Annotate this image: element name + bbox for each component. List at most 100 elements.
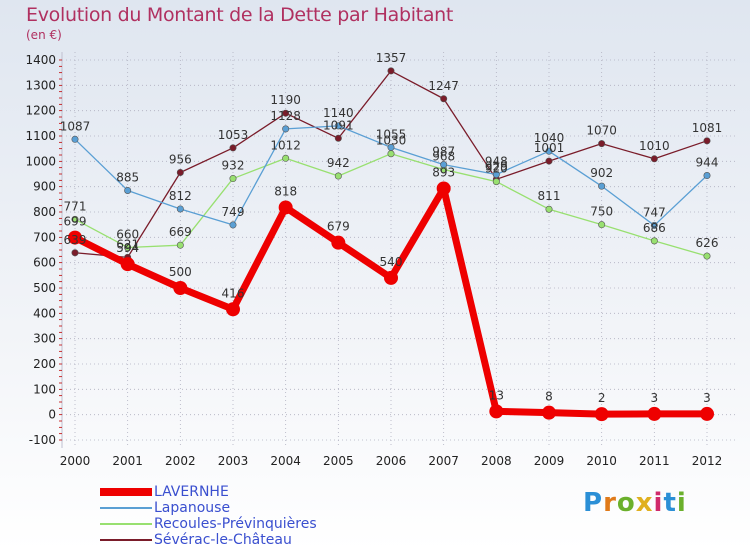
data-label: 1081	[692, 121, 723, 135]
data-label: 540	[380, 255, 403, 269]
y-tick-label: 1200	[25, 104, 56, 118]
x-tick-label: 2012	[692, 454, 723, 468]
data-point	[331, 235, 346, 250]
data-label: 3	[703, 391, 711, 405]
data-label: 621	[116, 237, 139, 251]
legend-swatch	[100, 507, 152, 509]
data-point	[387, 143, 395, 151]
y-tick-label: -100	[29, 433, 56, 447]
data-point	[229, 221, 237, 229]
data-point	[124, 186, 132, 194]
y-tick-label: 600	[33, 256, 56, 270]
data-label: 944	[696, 156, 719, 170]
series-lines	[68, 67, 714, 422]
data-label: 968	[432, 149, 455, 163]
data-point	[387, 150, 395, 158]
x-tick-label: 2009	[534, 454, 565, 468]
data-label: 626	[696, 236, 719, 250]
data-point	[700, 406, 714, 421]
legend-swatch	[100, 488, 152, 496]
data-point	[282, 154, 290, 162]
data-label: 1070	[586, 124, 617, 138]
x-tick-label: 2000	[60, 454, 91, 468]
data-point	[124, 243, 132, 251]
y-tick-label: 1100	[25, 129, 56, 143]
data-point	[173, 281, 188, 295]
data-point	[176, 168, 184, 176]
data-point	[492, 171, 500, 179]
data-label: 2	[598, 391, 606, 405]
data-point	[598, 140, 606, 148]
data-point	[68, 230, 82, 245]
y-tick-label: 1300	[25, 78, 56, 92]
data-labels: 639 621 956 1053 1190 1091 1357 1247 929 1001 1070…	[60, 51, 723, 405]
x-tick-label: 2010	[586, 454, 617, 468]
data-point	[650, 221, 658, 229]
x-tick-label: 2003	[218, 454, 249, 468]
data-point	[229, 175, 237, 183]
data-label: 1247	[428, 79, 459, 93]
legend-label: Recoules-Prévinquières	[154, 516, 317, 532]
data-point	[545, 157, 553, 165]
y-tick-label: 800	[33, 205, 56, 219]
data-point	[334, 122, 342, 130]
data-label: 686	[643, 221, 666, 235]
axes: -100 0 100 200 300 400 500 600 700 800 900 1000 1100…	[25, 52, 722, 468]
x-tick-label: 2011	[639, 454, 670, 468]
proxiti-logo: Proxiti	[583, 488, 687, 518]
data-label: 1091	[323, 118, 354, 132]
data-label: 639	[64, 233, 87, 247]
x-tick-label: 2008	[481, 454, 512, 468]
x-tick-label: 2005	[323, 454, 354, 468]
data-label: 1030	[376, 134, 407, 148]
data-point	[176, 205, 184, 213]
legend-label: Sévérac-le-Château	[154, 532, 292, 548]
data-point	[542, 405, 556, 420]
data-label: 1001	[534, 141, 565, 155]
legend-label: Lapanouse	[154, 500, 231, 516]
data-label: 1357	[376, 51, 407, 65]
data-label: 500	[169, 265, 192, 279]
y-tick-label: 0	[48, 408, 56, 422]
data-point	[489, 404, 504, 419]
data-label: 1140	[323, 106, 354, 120]
data-point	[492, 178, 500, 186]
data-label: 893	[432, 165, 455, 179]
data-label: 811	[538, 189, 561, 203]
x-tick-label: 2006	[376, 454, 407, 468]
chart-title: Evolution du Montant de la Dette par Hab…	[26, 4, 454, 26]
data-point	[226, 302, 240, 317]
data-label: 885	[116, 170, 139, 184]
data-point	[229, 144, 237, 152]
y-tick-label: 1000	[25, 154, 56, 168]
data-label: 932	[222, 159, 245, 173]
data-label: 594	[116, 241, 139, 255]
data-point	[71, 135, 79, 143]
data-point	[545, 205, 553, 213]
data-point	[71, 215, 79, 223]
data-point	[334, 172, 342, 180]
data-point	[71, 249, 79, 257]
legend-swatch	[100, 539, 152, 541]
data-label: 1055	[376, 127, 407, 141]
data-point	[598, 221, 606, 229]
data-point	[703, 137, 711, 145]
data-point	[650, 155, 658, 163]
data-label: 1128	[270, 109, 301, 123]
data-label: 812	[169, 189, 192, 203]
data-label: 699	[64, 215, 87, 229]
data-point	[282, 125, 290, 133]
data-point	[598, 182, 606, 190]
data-label: 660	[116, 227, 139, 241]
data-label: 771	[64, 199, 87, 213]
data-label: 750	[590, 205, 613, 219]
data-label: 416	[222, 286, 245, 300]
data-label: 920	[485, 162, 508, 176]
data-point	[176, 241, 184, 249]
data-point	[545, 147, 553, 155]
data-label: 1012	[270, 138, 301, 152]
data-label: 679	[327, 220, 350, 234]
x-tick-label: 2007	[428, 454, 459, 468]
x-tick-label: 2002	[165, 454, 196, 468]
